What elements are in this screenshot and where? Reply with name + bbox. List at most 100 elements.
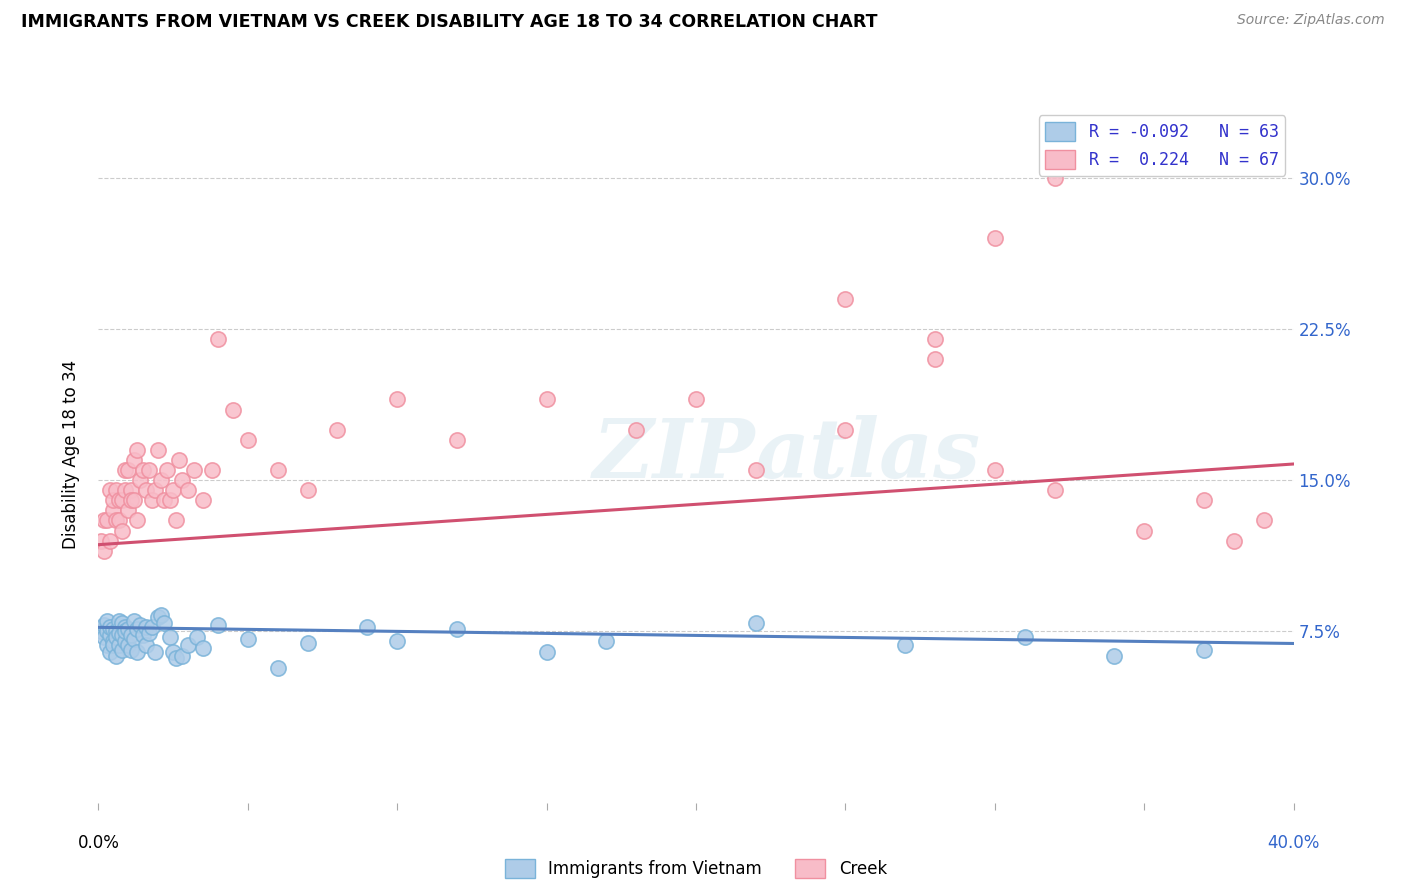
Point [191,493,214,508]
Point [105,513,128,527]
Point [143,644,166,658]
Point [685,392,707,407]
Point [156,463,179,477]
Point [111,628,134,642]
Point [117,623,139,637]
Point [105,631,128,645]
Point [150,473,173,487]
Point [236,433,259,447]
Point [267,463,290,477]
Point [177,483,200,498]
Point [201,463,224,477]
Point [103,503,125,517]
Text: IMMIGRANTS FROM VIETNAM VS CREEK DISABILITY AGE 18 TO 34 CORRELATION CHART: IMMIGRANTS FROM VIETNAM VS CREEK DISABIL… [21,13,877,31]
Point [114,463,136,477]
Point [297,483,319,498]
Point [127,623,149,637]
Point [90,624,112,639]
Point [124,493,146,508]
Point [167,453,190,467]
Point [165,650,187,665]
Point [135,639,157,653]
Point [105,624,128,639]
Point [446,433,468,447]
Point [90,533,112,548]
Point [124,453,146,467]
Point [120,483,142,498]
Point [108,639,131,653]
Point [93,513,115,527]
Point [103,623,125,637]
Point [108,513,131,527]
Point [117,463,139,477]
Point [536,392,558,407]
Point [111,616,134,631]
Point [834,292,856,306]
Point [135,483,157,498]
Point [132,628,155,642]
Point [186,631,208,645]
Point [162,483,184,498]
Point [207,332,229,346]
Point [120,642,142,657]
Point [117,639,139,653]
Point [120,493,142,508]
Point [153,616,176,631]
Point [745,463,768,477]
Point [924,332,946,346]
Point [1192,493,1215,508]
Point [103,639,125,653]
Point [141,620,163,634]
Point [93,543,115,558]
Point [105,483,128,498]
Point [297,636,319,650]
Point [222,402,245,417]
Point [100,533,122,548]
Point [595,634,617,648]
Point [114,620,136,634]
Point [138,463,160,477]
Point [172,648,194,663]
Point [984,231,1007,245]
Point [984,463,1007,477]
Point [626,423,648,437]
Point [96,615,118,629]
Point [96,513,118,527]
Point [111,524,134,538]
Point [385,634,409,648]
Point [159,493,181,508]
Point [132,463,155,477]
Text: 0.0%: 0.0% [77,834,120,852]
Point [191,640,214,655]
Point [120,628,142,642]
Point [93,618,115,632]
Point [100,628,122,642]
Point [138,626,160,640]
Point [148,442,170,457]
Point [356,620,378,634]
Point [385,392,409,407]
Point [172,473,194,487]
Point [148,610,170,624]
Point [1104,648,1126,663]
Point [1223,533,1246,548]
Point [114,624,136,639]
Point [100,483,122,498]
Point [1043,170,1066,185]
Point [114,634,136,648]
Point [183,463,205,477]
Point [153,493,176,508]
Point [159,631,181,645]
Point [124,632,146,647]
Point [129,618,152,632]
Point [129,473,152,487]
Point [108,615,131,629]
Y-axis label: Disability Age 18 to 34: Disability Age 18 to 34 [62,360,80,549]
Point [127,442,149,457]
Point [135,620,157,634]
Point [446,623,468,637]
Point [207,618,229,632]
Point [834,423,856,437]
Point [1253,513,1275,527]
Point [100,644,122,658]
